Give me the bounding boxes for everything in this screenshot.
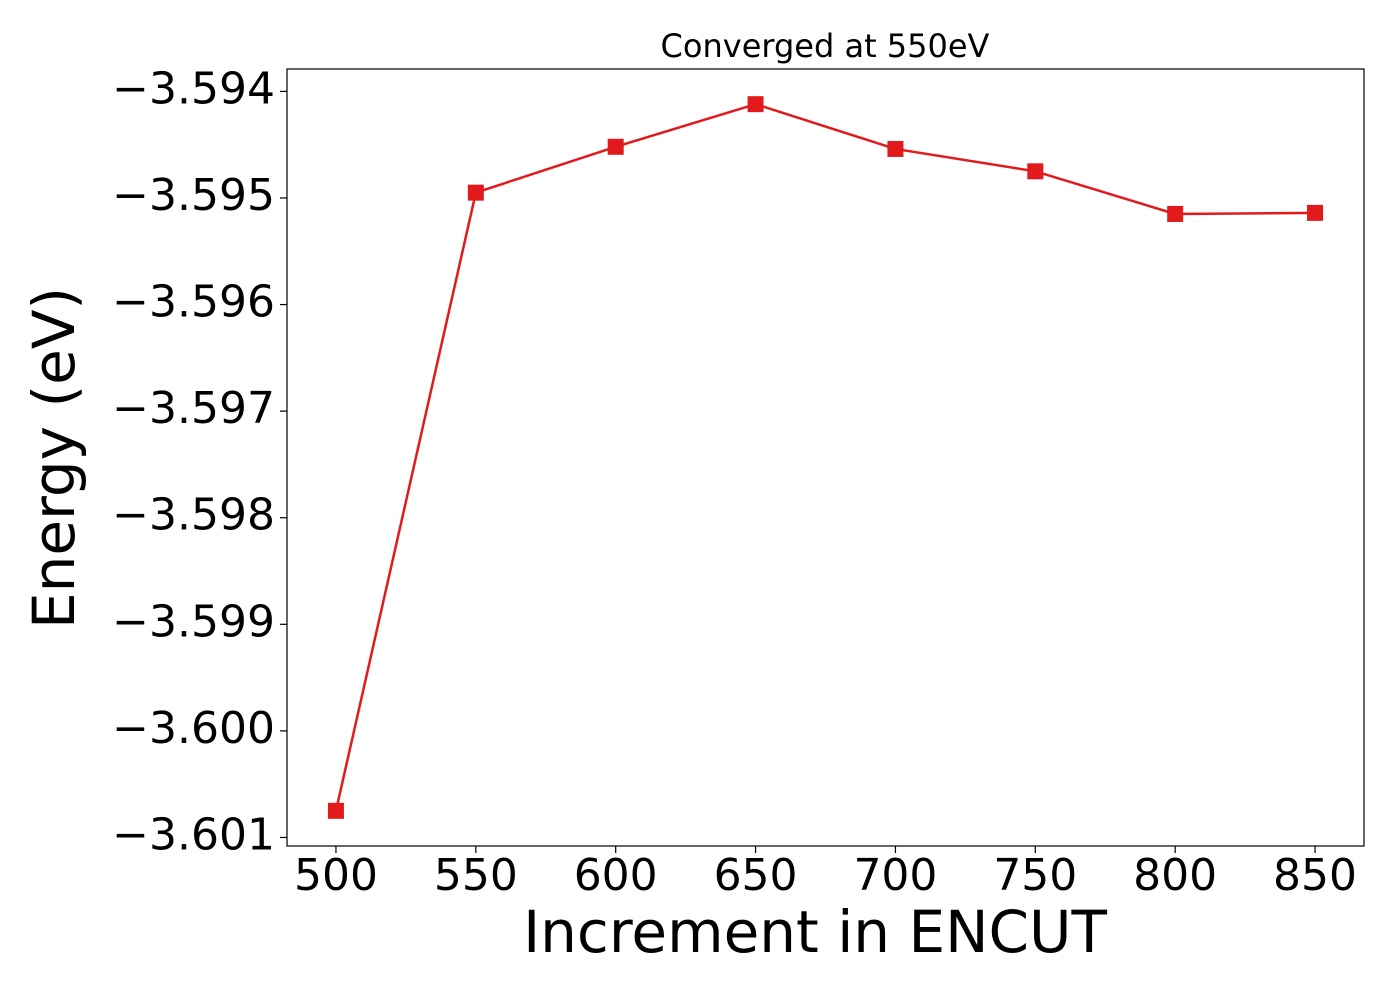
series-line xyxy=(334,102,1316,812)
marker xyxy=(887,140,904,157)
y-tick-label: −3.601 xyxy=(112,809,275,860)
y-tick-label: −3.595 xyxy=(112,170,275,221)
marker xyxy=(1307,204,1324,221)
chart-title: Converged at 550eV xyxy=(661,27,990,65)
marker xyxy=(1167,205,1184,222)
x-tick-label: 700 xyxy=(853,850,937,901)
x-tick-label: 750 xyxy=(993,850,1077,901)
marker xyxy=(1027,163,1044,180)
x-axis-label: Increment in ENCUT xyxy=(523,898,1107,966)
y-tick-label: −3.597 xyxy=(112,383,275,434)
x-tick-label: 600 xyxy=(574,850,658,901)
y-tick-label: −3.594 xyxy=(112,63,275,114)
marker xyxy=(327,802,344,819)
x-tick-label: 550 xyxy=(434,850,518,901)
marker xyxy=(747,96,764,113)
x-tick-label: 650 xyxy=(714,850,798,901)
y-tick-label: −3.600 xyxy=(112,703,275,754)
y-tick-label: −3.599 xyxy=(112,596,275,647)
x-tick-label: 850 xyxy=(1273,850,1357,901)
x-tick-label: 500 xyxy=(294,850,378,901)
y-tick-label: −3.598 xyxy=(112,490,275,541)
x-tick-label: 800 xyxy=(1133,850,1217,901)
plot-frame xyxy=(286,68,1365,847)
marker xyxy=(607,138,624,155)
y-tick-label: −3.596 xyxy=(112,277,275,328)
marker xyxy=(467,184,484,201)
y-axis-label: Energy (eV) xyxy=(20,287,88,629)
